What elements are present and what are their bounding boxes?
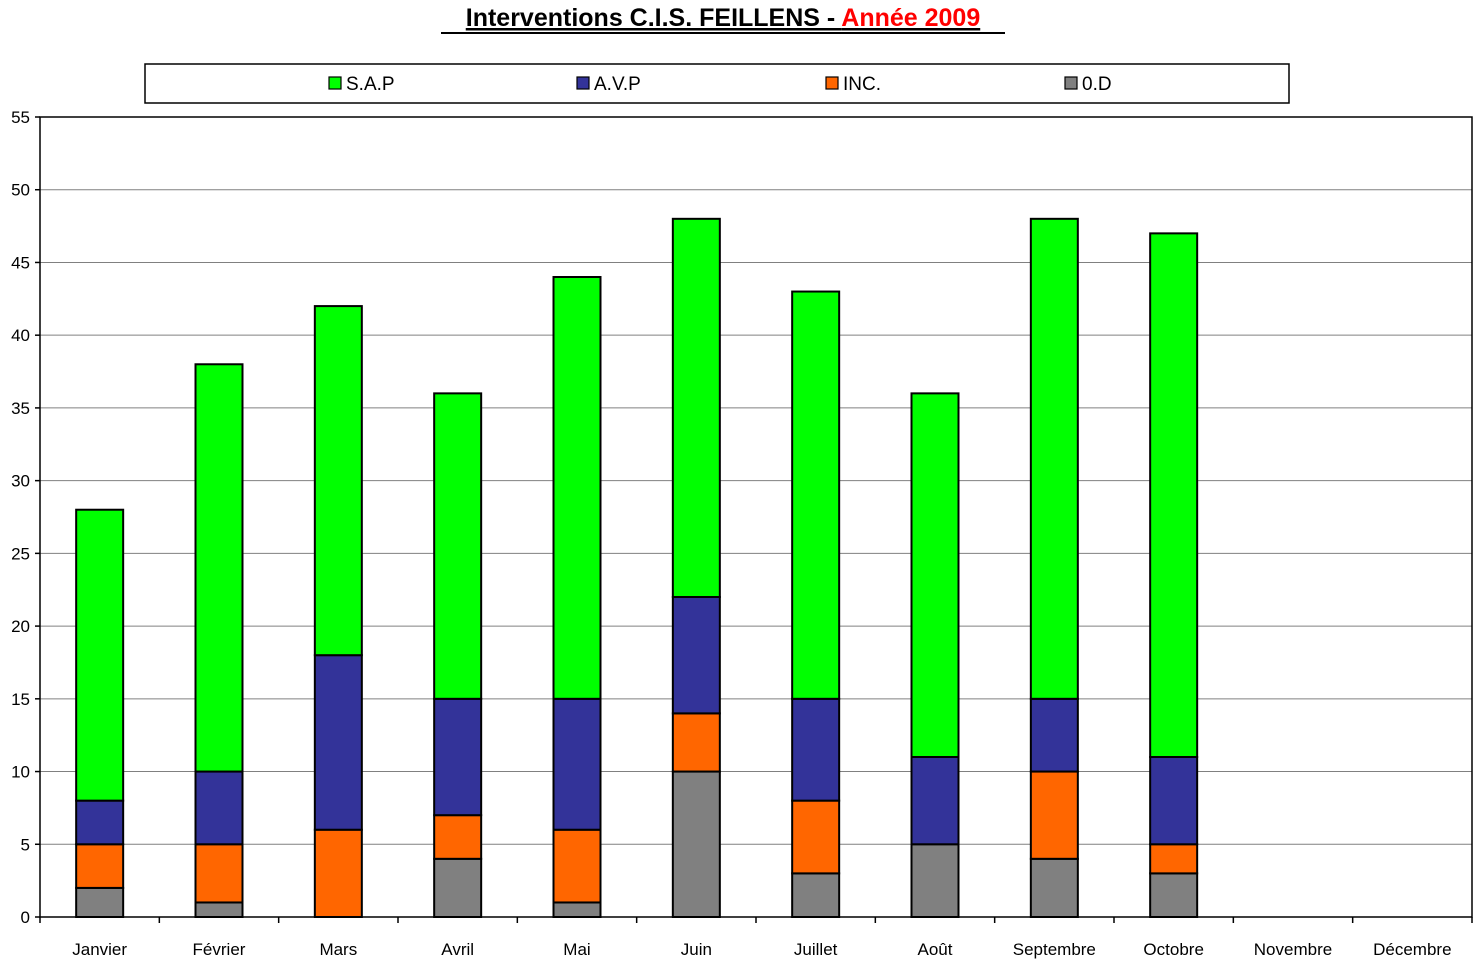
bar-segment [313, 654, 363, 831]
y-tick-label: 10 [11, 763, 30, 782]
chart-title-year: Année 2009 [841, 4, 980, 32]
legend-swatch [825, 76, 839, 90]
y-tick-label: 35 [11, 399, 30, 418]
bars [75, 217, 1199, 919]
legend-label: 0.D [1082, 74, 1112, 95]
bar-segment [1029, 770, 1079, 860]
x-tick-label: Août [918, 940, 953, 959]
bar-segment [671, 712, 721, 773]
bar-segment [194, 770, 244, 846]
bar-segment [313, 305, 363, 657]
y-tick-label: 0 [21, 908, 30, 927]
legend-swatch [1064, 76, 1078, 90]
bar-segment [75, 799, 125, 846]
x-tick-label: Février [193, 940, 246, 959]
bar-segment [194, 901, 244, 918]
legend-label: A.V.P [594, 74, 641, 95]
legend: S.A.P A.V.P INC. 0.D [328, 74, 1112, 95]
x-tick-label: Novembre [1254, 940, 1332, 959]
bar-segment [433, 814, 483, 860]
bar-segment [313, 828, 363, 919]
x-tick-label: Juin [681, 940, 712, 959]
y-tick-label: 45 [11, 253, 30, 272]
bar-segment [194, 843, 244, 904]
y-tick-label: 30 [11, 472, 30, 491]
bar-segment [433, 857, 483, 918]
bar-segment [1029, 857, 1079, 918]
y-tick-label: 40 [11, 326, 30, 345]
bar-segment [791, 799, 841, 875]
bar-segment [671, 596, 721, 715]
plot-area-frame [39, 116, 1473, 918]
bar-segment [552, 697, 602, 831]
bar-segment [1149, 843, 1199, 875]
bar-segment [75, 508, 125, 802]
x-tick-label: Janvier [72, 940, 127, 959]
bar-segment [910, 843, 960, 918]
bar-segment [433, 697, 483, 817]
bar-segment [1029, 217, 1079, 700]
bar-segment [552, 901, 602, 918]
bar-segment [433, 392, 483, 700]
chart-title: Interventions C.I.S. FEILLENS - Année 20… [466, 4, 980, 32]
legend-label: S.A.P [346, 74, 395, 95]
x-tick-label: Avril [441, 940, 474, 959]
x-tick-label: Mai [563, 940, 590, 959]
chart-title-main: Interventions C.I.S. FEILLENS - [466, 4, 842, 32]
bar-segment [671, 770, 721, 919]
gridlines [40, 189, 1472, 845]
y-axis: 0 5 10 15 20 25 30 35 40 45 50 55 [11, 108, 40, 927]
legend-swatch [328, 76, 342, 90]
y-tick-label: 25 [11, 544, 30, 563]
bar-segment [910, 392, 960, 758]
y-tick-label: 5 [21, 835, 30, 854]
bar-segment [1149, 756, 1199, 846]
bar-segment [552, 828, 602, 904]
bar-segment [75, 886, 125, 919]
x-tick-label: Décembre [1373, 940, 1451, 959]
y-tick-label: 55 [11, 108, 30, 127]
bar-segment [75, 843, 125, 889]
bar-segment [1149, 872, 1199, 919]
bar-segment [1149, 232, 1199, 758]
x-tick-label: Septembre [1013, 940, 1096, 959]
y-tick-label: 50 [11, 181, 30, 200]
y-tick-label: 20 [11, 617, 30, 636]
legend-swatch [576, 76, 590, 90]
x-tick-label: Octobre [1143, 940, 1203, 959]
y-tick-label: 15 [11, 690, 30, 709]
x-axis: Janvier Février Mars Avril Mai Juin Juillet Aoû… [39, 917, 1473, 959]
bar-segment [791, 290, 841, 700]
bar-segment [552, 276, 602, 700]
bar-segment [910, 756, 960, 846]
bar-segment [791, 697, 841, 802]
bar-segment [1029, 697, 1079, 773]
x-tick-label: Mars [319, 940, 357, 959]
x-tick-label: Juillet [794, 940, 838, 959]
legend-box [144, 63, 1290, 104]
bar-segment [194, 363, 244, 773]
bar-segment [671, 217, 721, 598]
legend-label: INC. [843, 74, 881, 95]
bar-segment [791, 872, 841, 919]
